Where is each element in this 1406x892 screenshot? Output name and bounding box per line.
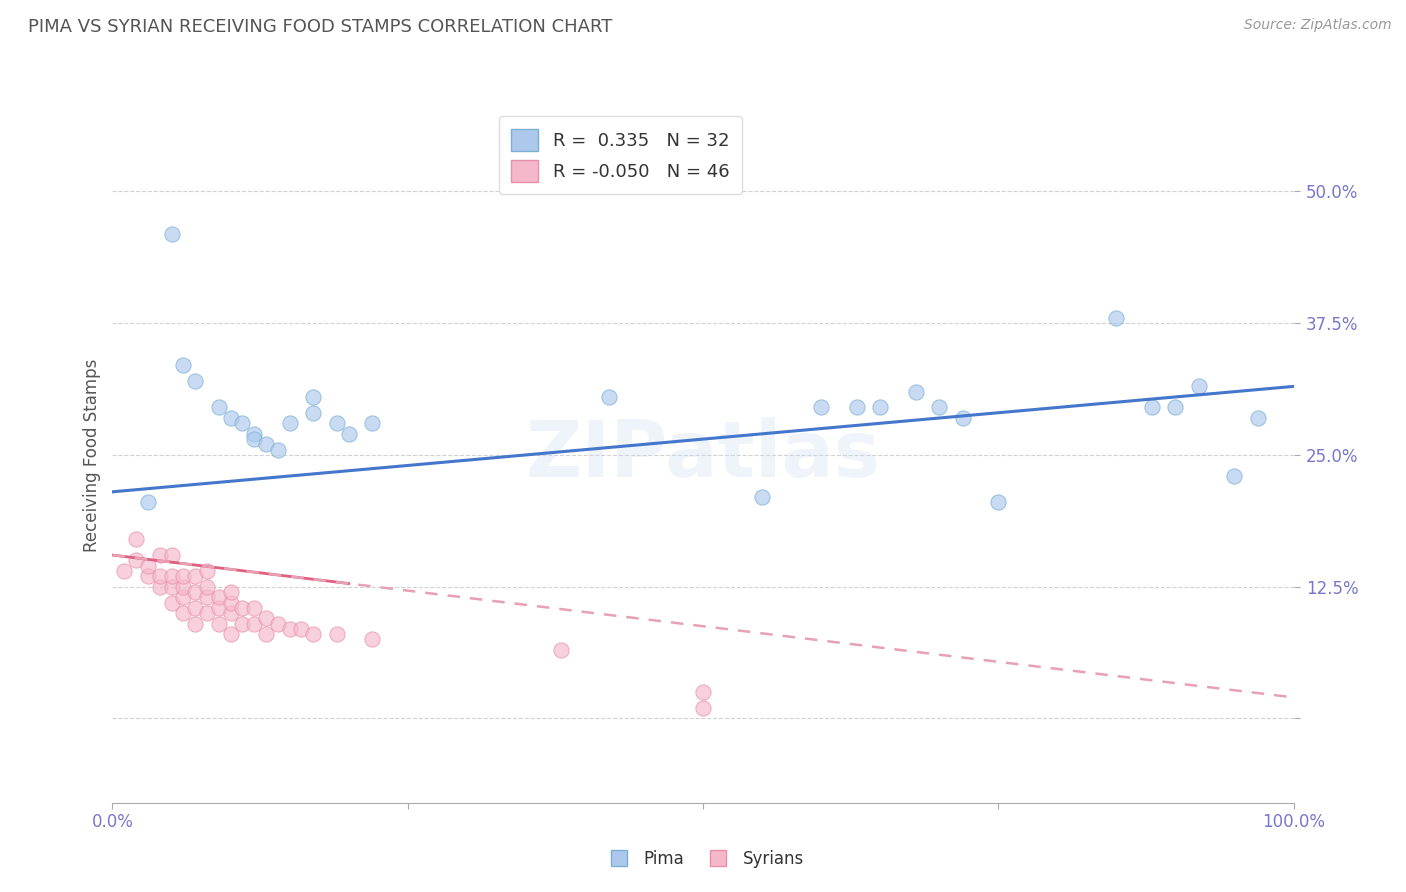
Point [337,426,360,441]
Text: PIMA VS SYRIAN RECEIVING FOOD STAMPS CORRELATION CHART: PIMA VS SYRIAN RECEIVING FOOD STAMPS COR… [28,18,613,36]
Point [195,606,218,620]
Point [1105,310,1128,325]
Point [987,495,1010,509]
Y-axis label: Receiving Food Stamps: Receiving Food Stamps [83,359,101,551]
Point [952,411,974,425]
Point [231,600,253,615]
Point [254,611,277,625]
Point [149,569,172,583]
Point [136,495,159,509]
Point [231,616,253,631]
Point [1140,401,1163,415]
Point [751,490,773,504]
Point [195,564,218,578]
Point [219,606,242,620]
Point [243,600,266,615]
Point [598,390,620,404]
Legend: Pima, Syrians: Pima, Syrians [595,843,811,874]
Point [149,580,172,594]
Point [160,548,183,562]
Point [125,553,148,567]
Point [160,569,183,583]
Point [160,595,183,609]
Point [219,411,242,425]
Point [810,401,832,415]
Point [254,437,277,451]
Point [184,569,207,583]
Point [184,600,207,615]
Point [361,632,384,647]
Point [125,533,148,547]
Point [278,622,301,636]
Point [267,616,290,631]
Point [136,558,159,573]
Point [184,616,207,631]
Point [1247,411,1270,425]
Point [219,595,242,609]
Point [172,591,194,605]
Point [172,359,194,373]
Text: ZIPatlas: ZIPatlas [526,417,880,493]
Point [231,417,253,431]
Point [208,591,231,605]
Point [302,390,325,404]
Point [184,374,207,388]
Point [1164,401,1187,415]
Point [208,401,231,415]
Point [302,406,325,420]
Point [326,417,349,431]
Point [160,580,183,594]
Point [219,627,242,641]
Point [302,627,325,641]
Point [172,606,194,620]
Point [112,564,135,578]
Point [904,384,927,399]
Point [243,432,266,446]
Point [243,426,266,441]
Point [172,580,194,594]
Point [254,627,277,641]
Point [278,417,301,431]
Point [208,616,231,631]
Point [361,417,384,431]
Point [692,701,714,715]
Point [550,643,572,657]
Point [195,580,218,594]
Point [1223,469,1246,483]
Point [267,442,290,457]
Point [869,401,891,415]
Point [184,585,207,599]
Point [172,569,194,583]
Text: Source: ZipAtlas.com: Source: ZipAtlas.com [1244,18,1392,32]
Point [243,616,266,631]
Point [290,622,312,636]
Point [195,591,218,605]
Point [845,401,868,415]
Point [1188,379,1211,393]
Point [149,548,172,562]
Point [208,600,231,615]
Point [326,627,349,641]
Point [136,569,159,583]
Point [928,401,950,415]
Point [692,685,714,699]
Point [219,585,242,599]
Point [160,227,183,241]
